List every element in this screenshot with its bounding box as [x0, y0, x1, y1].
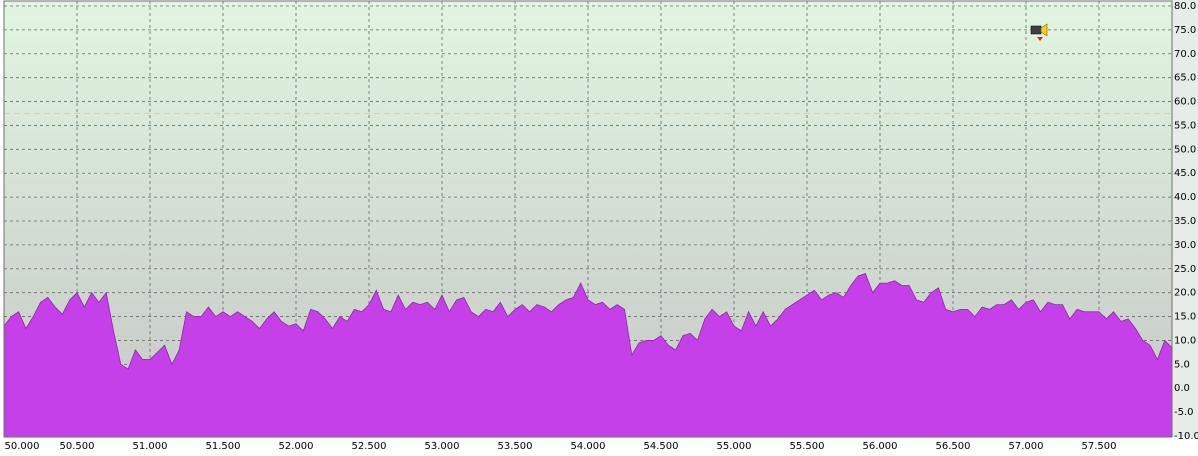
y-tick-label: 50.0	[1174, 144, 1196, 155]
x-tick-label: 54.500	[644, 441, 679, 452]
y-tick-label: -5.0	[1174, 407, 1194, 418]
plot-border	[3, 0, 1173, 438]
x-tick-label: 53.500	[498, 441, 533, 452]
x-tick-label: 55.500	[790, 441, 825, 452]
speaker-icon	[1030, 23, 1048, 41]
x-tick-label: 56.500	[936, 441, 971, 452]
y-tick-label: 0.0	[1174, 383, 1190, 394]
x-tick-label: 57.000	[1009, 441, 1044, 452]
labels: 80.0 75.0 70.0 65.0 60.0 55.0 50.0 45.0 40.0 35.0…	[5, 1, 1198, 452]
y-tick-label: 55.0	[1174, 120, 1196, 131]
y-tick-label: -10.0	[1174, 431, 1198, 442]
x-tick-label: 53.000	[425, 441, 460, 452]
x-tick-label: 54.000	[571, 441, 606, 452]
x-tick-label: 50.500	[60, 441, 95, 452]
y-tick-label: 15.0	[1174, 312, 1196, 323]
y-tick-label: 75.0	[1174, 25, 1196, 36]
y-tick-label: 70.0	[1174, 49, 1196, 60]
x-tick-label: 55.000	[717, 441, 752, 452]
x-tick-label: 52.000	[279, 441, 314, 452]
y-tick-label: 40.0	[1174, 192, 1196, 203]
x-tick-label: 56.000	[863, 441, 898, 452]
y-axis-background	[1172, 0, 1198, 437]
x-tick-label: 51.500	[206, 441, 241, 452]
x-tick-label: 52.500	[352, 441, 387, 452]
y-tick-label: 45.0	[1174, 168, 1196, 179]
marks	[3, 273, 1173, 438]
y-tick-label: 20.0	[1174, 288, 1196, 299]
y-tick-label: 25.0	[1174, 264, 1196, 275]
x-tick-label: 51.000	[133, 441, 168, 452]
y-tick-label: 5.0	[1174, 359, 1190, 370]
x-tick-label: 57.500	[1082, 441, 1117, 452]
y-tick-label: 60.0	[1174, 97, 1196, 108]
y-tick-label: 10.0	[1174, 335, 1196, 346]
y-tick-label: 30.0	[1174, 240, 1196, 251]
x-tick-label: 50.000	[5, 441, 40, 452]
y-tick-label: 65.0	[1174, 73, 1196, 84]
y-tick-label: 80.0	[1174, 1, 1196, 12]
y-tick-label: 35.0	[1174, 216, 1196, 227]
area	[3, 273, 1173, 438]
